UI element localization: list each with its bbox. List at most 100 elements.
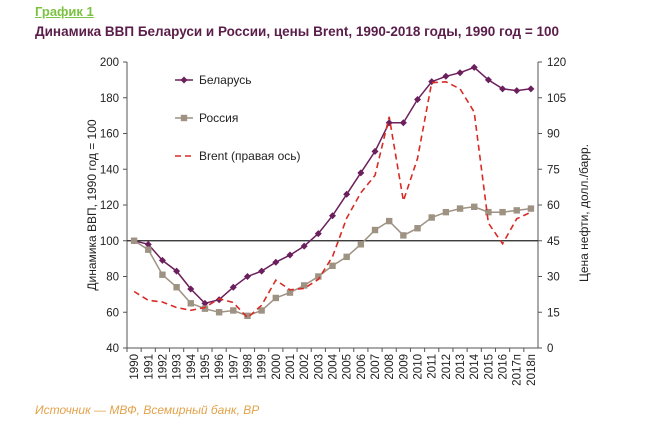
x-tick-label: 1992 xyxy=(157,354,169,380)
x-tick-label: 2003 xyxy=(313,354,325,380)
belarus-point xyxy=(499,85,507,93)
y-tick-label: 160 xyxy=(100,129,119,141)
series-line-dashed xyxy=(133,80,532,319)
x-tick-label: 2013 xyxy=(455,354,467,380)
x-tick-label: 2014 xyxy=(469,353,481,379)
russia-point xyxy=(400,232,407,239)
x-tick-label: 2006 xyxy=(356,354,368,380)
russia-point xyxy=(471,203,478,210)
x-tick-label: 1991 xyxy=(143,354,155,380)
belarus-point xyxy=(144,240,152,248)
x-tick-label: 1999 xyxy=(257,354,269,380)
y-tick-label: 200 xyxy=(100,57,119,69)
x-tick-label: 2007 xyxy=(370,354,382,380)
russia-point xyxy=(343,253,350,261)
y-tick-label: 140 xyxy=(100,164,119,176)
legend-label: Brent (правая ось) xyxy=(199,149,301,163)
belarus-point xyxy=(428,78,436,86)
russia-point xyxy=(456,205,464,212)
russia-point xyxy=(371,226,379,234)
russia-point xyxy=(201,305,209,312)
x-tick-label: 1990 xyxy=(129,354,141,380)
y2-axis-title: Цена нефти, долл./барр. xyxy=(577,144,591,282)
russia-point xyxy=(230,307,237,314)
belarus-point xyxy=(357,169,365,177)
line-chart: 4060801001201401601802000153045607590105… xyxy=(85,57,591,386)
x-tick-label: 1996 xyxy=(214,354,226,380)
belarus-point xyxy=(484,76,492,84)
belarus-point xyxy=(470,63,478,71)
russia-point xyxy=(442,208,450,216)
belarus-point xyxy=(343,190,351,198)
russia-point xyxy=(145,246,152,253)
x-tick-label: 2002 xyxy=(299,354,311,380)
russia-point xyxy=(159,271,166,278)
belarus-point xyxy=(399,119,407,127)
x-tick-label: 2001 xyxy=(285,354,297,380)
figure-label: График 1 xyxy=(35,4,94,19)
y2-tick-label: 105 xyxy=(547,93,566,105)
x-tick-label: 2008 xyxy=(384,354,396,380)
russia-point xyxy=(385,217,393,225)
y2-tick-label: 75 xyxy=(547,164,560,176)
y2-tick-label: 120 xyxy=(547,57,566,69)
belarus-point xyxy=(371,147,379,155)
x-tick-label: 1995 xyxy=(200,354,212,380)
x-tick-label: 2009 xyxy=(398,354,410,380)
belarus-point xyxy=(286,251,294,259)
legend: Беларусь Россия Brent (правая ось) xyxy=(175,73,301,163)
x-tick-label: 1997 xyxy=(228,354,240,380)
russia-point xyxy=(173,284,180,291)
russia-point xyxy=(272,294,280,302)
legend-marker-diamond xyxy=(180,76,188,84)
russia-point xyxy=(286,289,294,296)
russia-point xyxy=(499,208,506,216)
belarus-point xyxy=(258,267,266,275)
belarus-point xyxy=(300,242,308,250)
series-layer xyxy=(130,63,535,320)
y-tick-label: 80 xyxy=(106,272,119,284)
y2-tick-label: 60 xyxy=(547,200,560,212)
y2-tick-label: 30 xyxy=(547,272,560,284)
source-note: Источник — МВФ, Всемирный банк, BP xyxy=(35,403,260,417)
belarus-point xyxy=(229,283,237,291)
x-tick-label: 1993 xyxy=(172,354,184,380)
legend-label: Россия xyxy=(199,111,238,125)
legend-marker-square xyxy=(180,114,188,122)
axes-layer: 4060801001201401601802000153045607590105… xyxy=(85,57,591,386)
y-tick-label: 100 xyxy=(100,236,119,248)
y2-tick-label: 0 xyxy=(547,343,553,355)
x-tick-label: 2005 xyxy=(342,354,354,380)
russia-point xyxy=(513,207,520,214)
belarus-point xyxy=(513,87,521,95)
belarus-point xyxy=(173,267,181,275)
russia-point xyxy=(357,241,365,248)
russia-point xyxy=(428,214,435,221)
russia-point xyxy=(329,262,336,269)
x-tick-label: 1994 xyxy=(186,353,198,379)
series-line-square xyxy=(133,206,531,317)
russia-point xyxy=(215,309,223,316)
russia-point xyxy=(258,307,265,314)
chart-title: Динамика ВВП Беларуси и России, цены Bre… xyxy=(35,24,560,39)
belarus-point xyxy=(158,256,166,264)
belarus-point xyxy=(215,296,223,304)
russia-point xyxy=(315,273,322,280)
belarus-point xyxy=(456,69,464,77)
russia-point xyxy=(244,312,251,320)
belarus-point xyxy=(243,273,251,280)
y2-tick-label: 45 xyxy=(547,236,560,248)
belarus-point xyxy=(527,85,535,93)
y2-tick-label: 90 xyxy=(547,129,560,141)
y-tick-label: 180 xyxy=(100,93,119,105)
x-tick-label: 2000 xyxy=(271,354,283,380)
russia-point xyxy=(187,300,194,307)
belarus-point xyxy=(442,72,450,80)
belarus-point xyxy=(187,285,195,293)
x-tick-label: 2016 xyxy=(498,354,510,380)
y-tick-label: 120 xyxy=(100,200,119,212)
x-tick-label: 2017п xyxy=(512,354,524,386)
y-tick-label: 40 xyxy=(106,343,119,355)
belarus-point xyxy=(272,258,280,266)
x-tick-label: 2011 xyxy=(427,354,439,379)
